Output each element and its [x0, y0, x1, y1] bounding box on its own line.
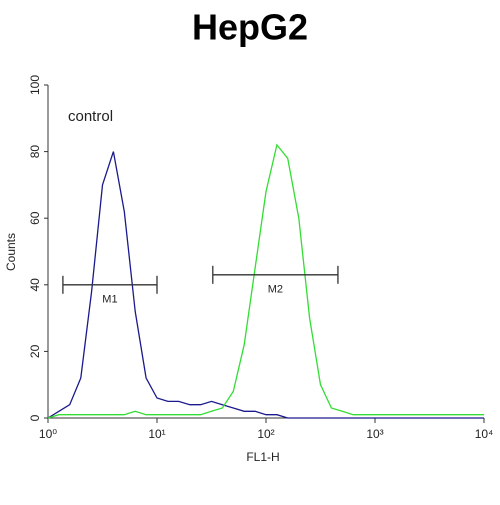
y-tick-label: 60 [28, 211, 42, 225]
chart-title: HepG2 [192, 7, 308, 48]
x-tick-label: 10⁰ [39, 427, 57, 441]
x-tick-label: 10⁴ [475, 427, 494, 441]
histogram-line [47, 143, 484, 419]
y-tick-label: 80 [28, 145, 42, 159]
x-axis-label: FL1-H [246, 450, 279, 464]
y-tick-label: 0 [28, 414, 42, 421]
annotation: control [68, 108, 113, 125]
histogram-line [47, 151, 484, 419]
x-tick-label: 10³ [366, 427, 383, 441]
y-tick-label: 40 [28, 278, 42, 292]
y-axis-label: Counts [4, 233, 18, 271]
y-tick-label: 100 [28, 75, 42, 95]
x-tick-label: 10² [257, 427, 274, 441]
y-tick-label: 20 [28, 344, 42, 358]
marker-label: M2 [268, 284, 283, 296]
x-tick-label: 10¹ [148, 427, 165, 441]
marker-label: M1 [102, 294, 117, 306]
